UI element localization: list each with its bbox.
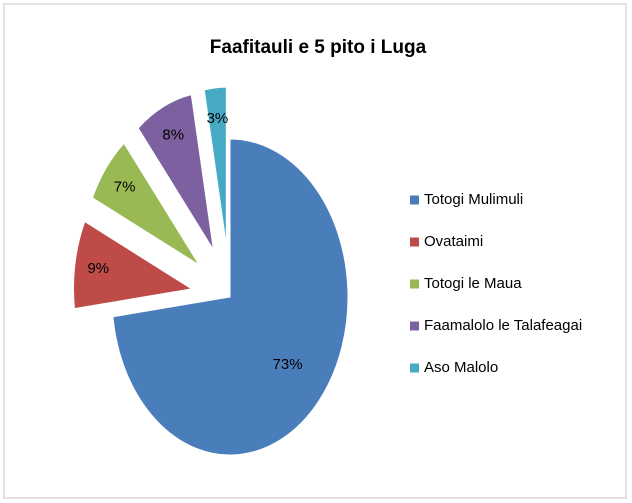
data-label: 3% — [207, 110, 229, 127]
pie-slice — [203, 86, 227, 246]
legend-label: Aso Malolo — [424, 359, 498, 376]
legend-swatch — [410, 279, 419, 289]
legend-label: Ovataimi — [424, 233, 483, 250]
data-label: 8% — [162, 126, 184, 143]
legend-label: Totogi le Maua — [424, 275, 522, 292]
legend-label: Totogi Mulimuli — [424, 191, 523, 208]
legend-label: Faamalolo le Talafeagai — [424, 317, 582, 334]
data-label: 9% — [87, 260, 109, 277]
data-label: 7% — [114, 179, 136, 196]
pie-slice — [73, 220, 193, 310]
legend-swatch — [410, 195, 419, 205]
chart-title: Faafitauli e 5 pito i Luga — [210, 37, 427, 58]
legend-swatch — [410, 237, 419, 247]
legend-swatch — [410, 321, 419, 331]
legend-swatch — [410, 363, 419, 373]
data-label: 73% — [273, 356, 303, 373]
pie-slice — [91, 142, 200, 266]
pie-slice — [112, 138, 349, 456]
pie-slice — [137, 93, 214, 251]
